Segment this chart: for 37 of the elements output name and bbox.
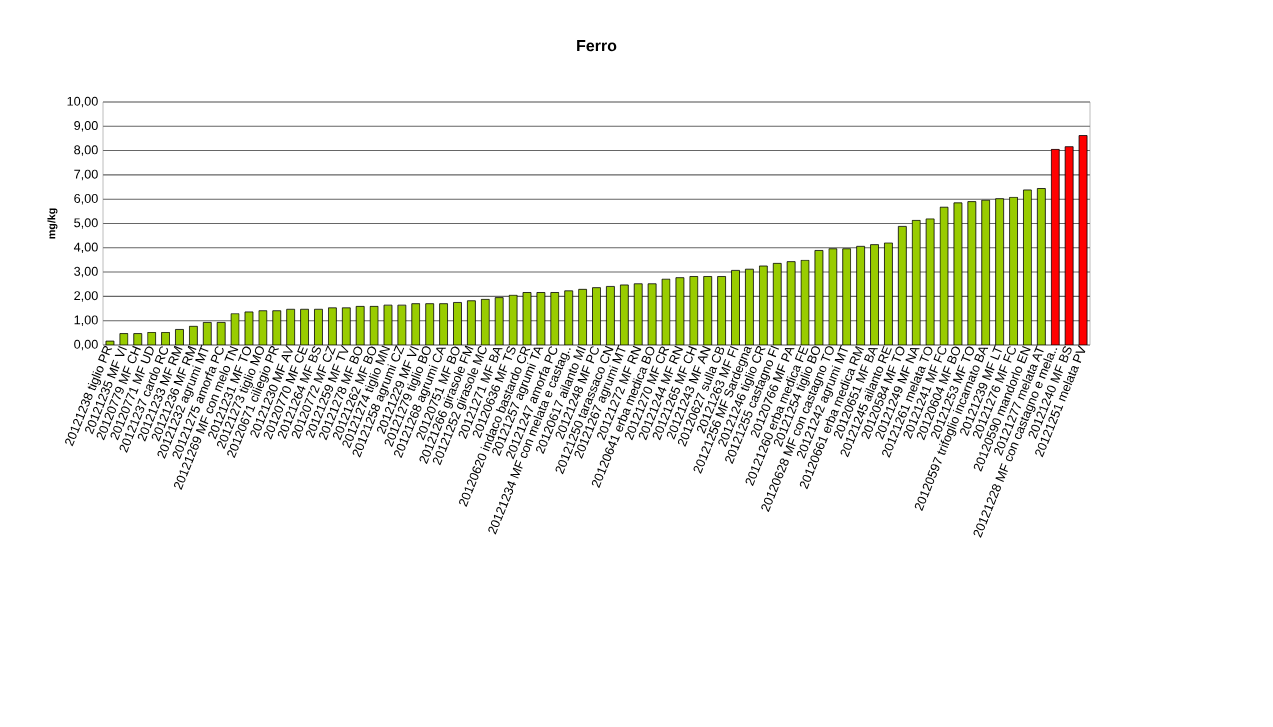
bar xyxy=(1023,189,1032,345)
bar xyxy=(689,276,699,345)
bar xyxy=(981,199,991,345)
bar xyxy=(758,265,768,345)
bar xyxy=(439,303,448,345)
bar xyxy=(661,278,671,345)
y-tick-label: 9,00 xyxy=(74,121,98,132)
y-tick-label: 1,00 xyxy=(74,315,98,326)
chart-title: Ferro xyxy=(577,40,617,52)
y-axis-title: mg/kg xyxy=(47,208,58,239)
bar xyxy=(939,206,949,345)
bar xyxy=(842,248,852,345)
bar xyxy=(870,244,879,345)
y-tick-label: 0,00 xyxy=(74,339,98,351)
bar xyxy=(188,325,198,345)
y-tick-label: 3,00 xyxy=(74,266,98,278)
bar xyxy=(1050,148,1060,345)
bar xyxy=(1009,196,1018,345)
bar xyxy=(828,248,838,345)
y-tick-label: 6,00 xyxy=(74,193,98,205)
y-tick-label: 8,00 xyxy=(74,145,98,156)
bar xyxy=(911,219,921,345)
y-tick-label: 5,00 xyxy=(74,218,98,229)
bar xyxy=(161,331,170,345)
y-tick-label: 2,00 xyxy=(74,291,98,302)
bar xyxy=(508,294,518,345)
bar xyxy=(800,259,810,345)
bar xyxy=(592,287,601,345)
y-tick-label: 7,00 xyxy=(74,169,98,181)
bar xyxy=(619,284,629,345)
y-tick-label: 4,00 xyxy=(73,242,98,254)
y-tick-label: 10,00 xyxy=(67,96,98,108)
bar xyxy=(550,292,560,345)
bar xyxy=(147,331,157,345)
bar xyxy=(369,305,379,345)
bar xyxy=(411,303,421,345)
bar xyxy=(480,298,490,345)
